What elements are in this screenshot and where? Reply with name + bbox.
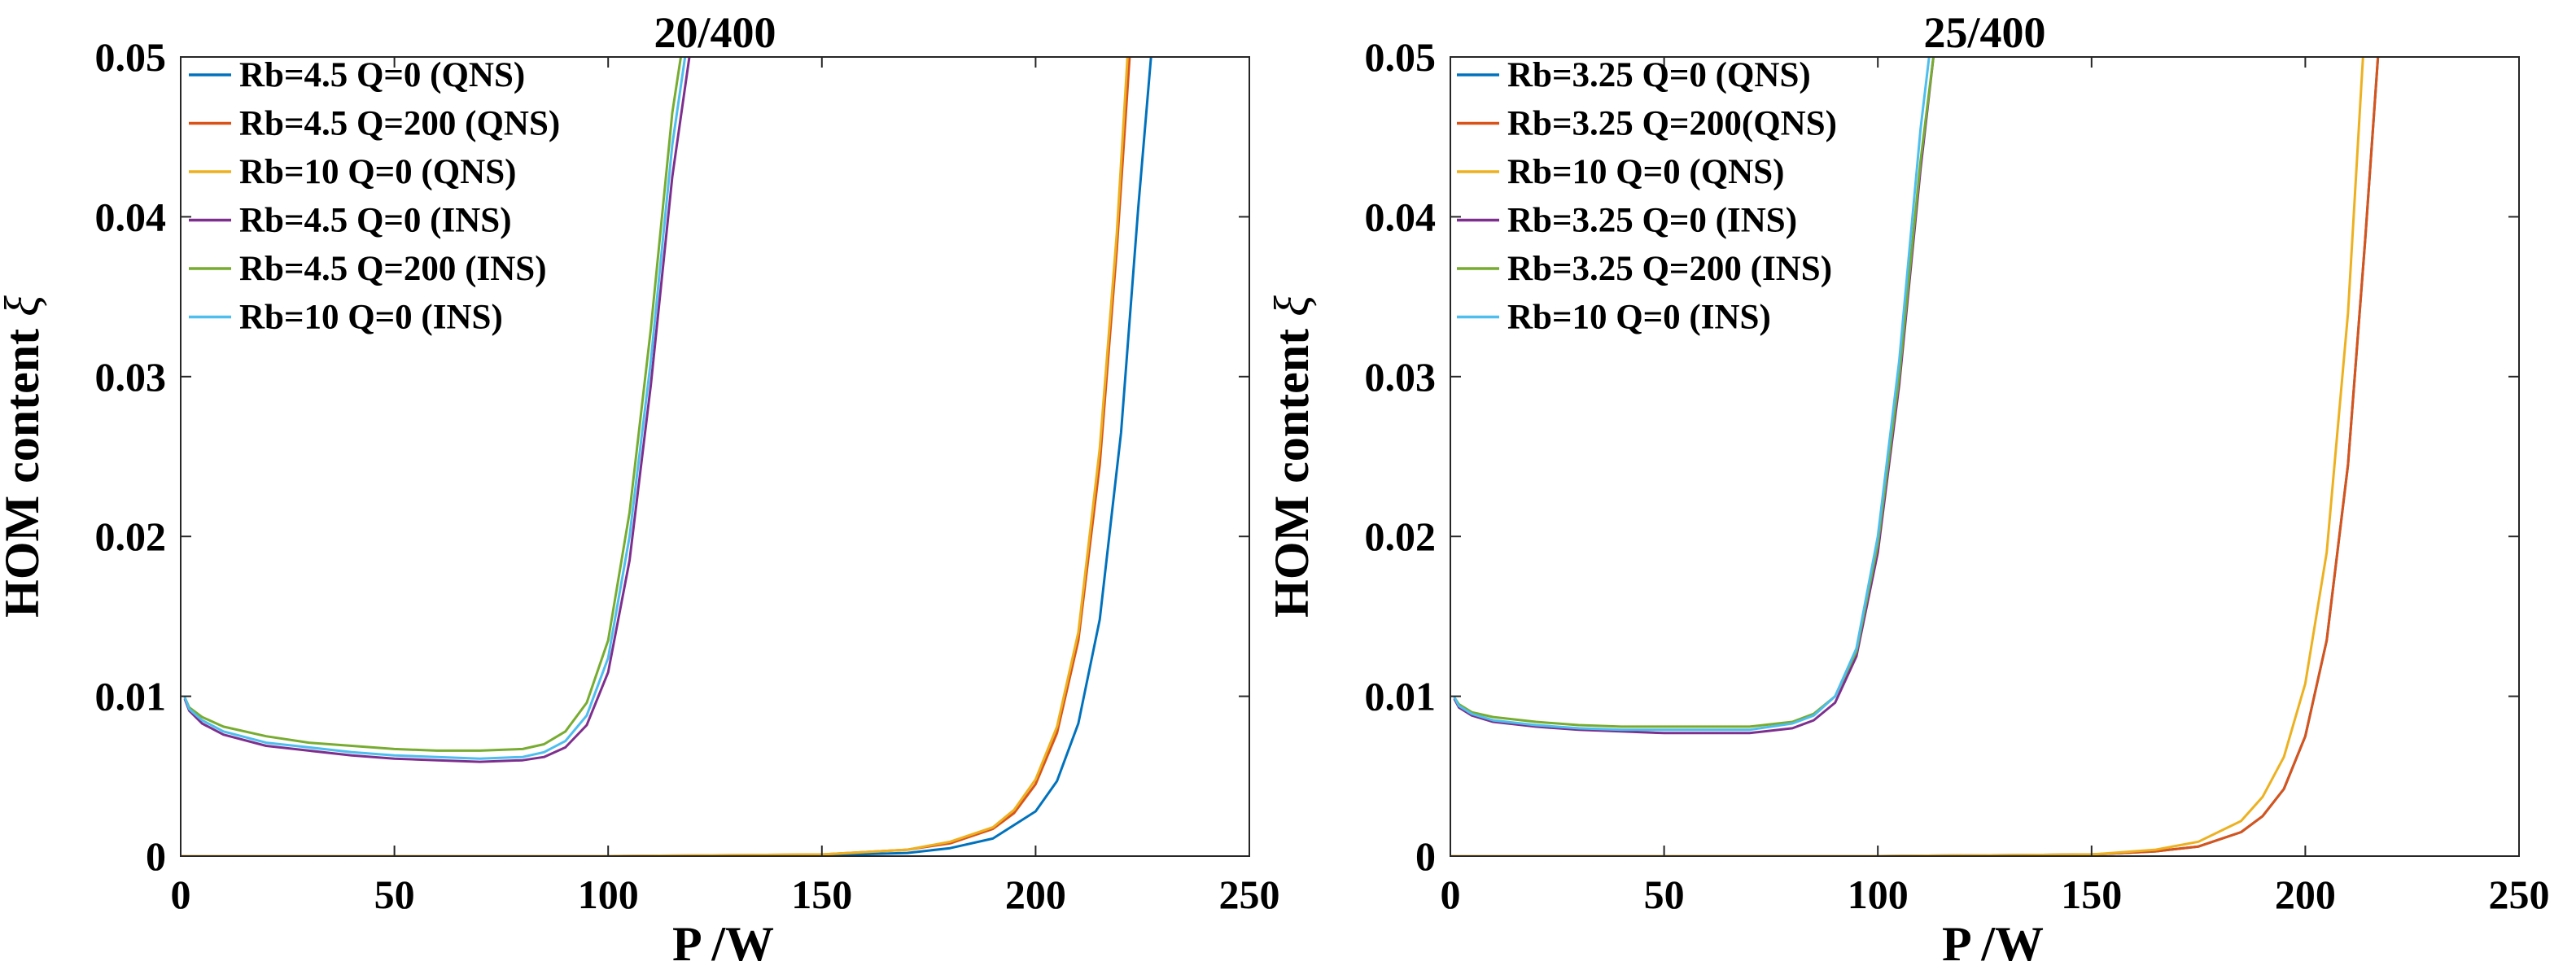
- legend-label: Rb=10 Q=0 (INS): [1507, 299, 1771, 337]
- legend-label: Rb=3.25 Q=0 (QNS): [1507, 56, 1811, 94]
- y-tick-label: 0: [1415, 833, 1436, 879]
- x-tick-label: 100: [578, 872, 639, 917]
- chart-title: 20/400: [654, 8, 776, 57]
- legend-label: Rb=4.5 Q=200 (QNS): [239, 105, 560, 143]
- x-tick-label: 250: [2489, 872, 2550, 917]
- y-tick-label: 0.04: [1365, 194, 1437, 239]
- y-tick-label: 0.02: [95, 514, 167, 559]
- x-axis-label: P /W: [1942, 917, 2044, 971]
- legend-label: Rb=10 Q=0 (QNS): [1507, 153, 1784, 191]
- x-tick-label: 150: [791, 872, 852, 917]
- legend-label: Rb=4.5 Q=0 (QNS): [239, 56, 525, 94]
- y-axis-label: HOM content ξ: [0, 295, 49, 618]
- legend: Rb=3.25 Q=0 (QNS) Rb=3.25 Q=200(QNS) Rb=10…: [1457, 56, 1837, 337]
- series-line-5: [183, 57, 687, 760]
- x-axis-label: P /W: [672, 917, 774, 971]
- y-axis-label: HOM content ξ: [1265, 295, 1319, 618]
- y-tick-label: 0.05: [95, 34, 167, 80]
- legend-label: Rb=4.5 Q=0 (INS): [239, 202, 512, 240]
- y-tick-label: 0: [146, 833, 166, 879]
- series-line-2: [1450, 57, 2364, 856]
- legend-label: Rb=10 Q=0 (INS): [239, 299, 503, 337]
- legend: Rb=4.5 Q=0 (QNS) Rb=4.5 Q=200 (QNS) Rb=10 …: [189, 56, 560, 337]
- x-tick-label: 0: [1441, 872, 1461, 917]
- legend-label: Rb=3.25 Q=0 (INS): [1507, 202, 1797, 240]
- chart-panel-25-400: 0 50 100 150 200 250 0 0.01 0.02 0.03 0.04 0.05 25/4…: [1265, 8, 2550, 971]
- legend-label: Rb=3.25 Q=200(QNS): [1507, 105, 1837, 143]
- x-tick-label: 100: [1848, 872, 1909, 917]
- y-tick-label: 0.03: [1365, 354, 1437, 400]
- legend-label: Rb=4.5 Q=200 (INS): [239, 250, 547, 288]
- y-axis-label-symbol: ξ: [1265, 295, 1319, 317]
- y-tick-label: 0.01: [95, 674, 167, 719]
- x-tick-label: 50: [374, 872, 415, 917]
- x-tick-label: 200: [2275, 872, 2336, 917]
- x-tick-label: 150: [2061, 872, 2122, 917]
- y-axis-label-text: HOM content: [1265, 317, 1319, 618]
- x-tick-label: 200: [1005, 872, 1066, 917]
- x-tick-label: 50: [1644, 872, 1685, 917]
- y-tick-label: 0.02: [1365, 514, 1437, 559]
- series-line-5: [1453, 57, 1931, 732]
- legend-label: Rb=3.25 Q=200 (INS): [1507, 250, 1832, 288]
- y-tick-label: 0.03: [95, 354, 167, 400]
- series-line-4: [183, 57, 682, 752]
- legend-label: Rb=10 Q=0 (QNS): [239, 153, 516, 191]
- y-tick-label: 0.04: [95, 194, 167, 239]
- axes-box: [180, 56, 1250, 857]
- series-line-3: [183, 57, 691, 763]
- x-tick-label: 250: [1219, 872, 1280, 917]
- x-tick-label: 0: [171, 872, 191, 917]
- y-axis-label-symbol: ξ: [0, 295, 49, 317]
- y-tick-label: 0.01: [1365, 674, 1437, 719]
- chart-panel-20-400: 0 50 100 150 200 250 0 0.01 0.02 0.03 0.04 0.05 20/4…: [0, 8, 1280, 971]
- y-tick-label: 0.05: [1365, 34, 1437, 80]
- axes-box: [1450, 56, 2520, 857]
- chart-title: 25/400: [1923, 8, 2045, 57]
- y-axis-label-text: HOM content: [0, 317, 49, 618]
